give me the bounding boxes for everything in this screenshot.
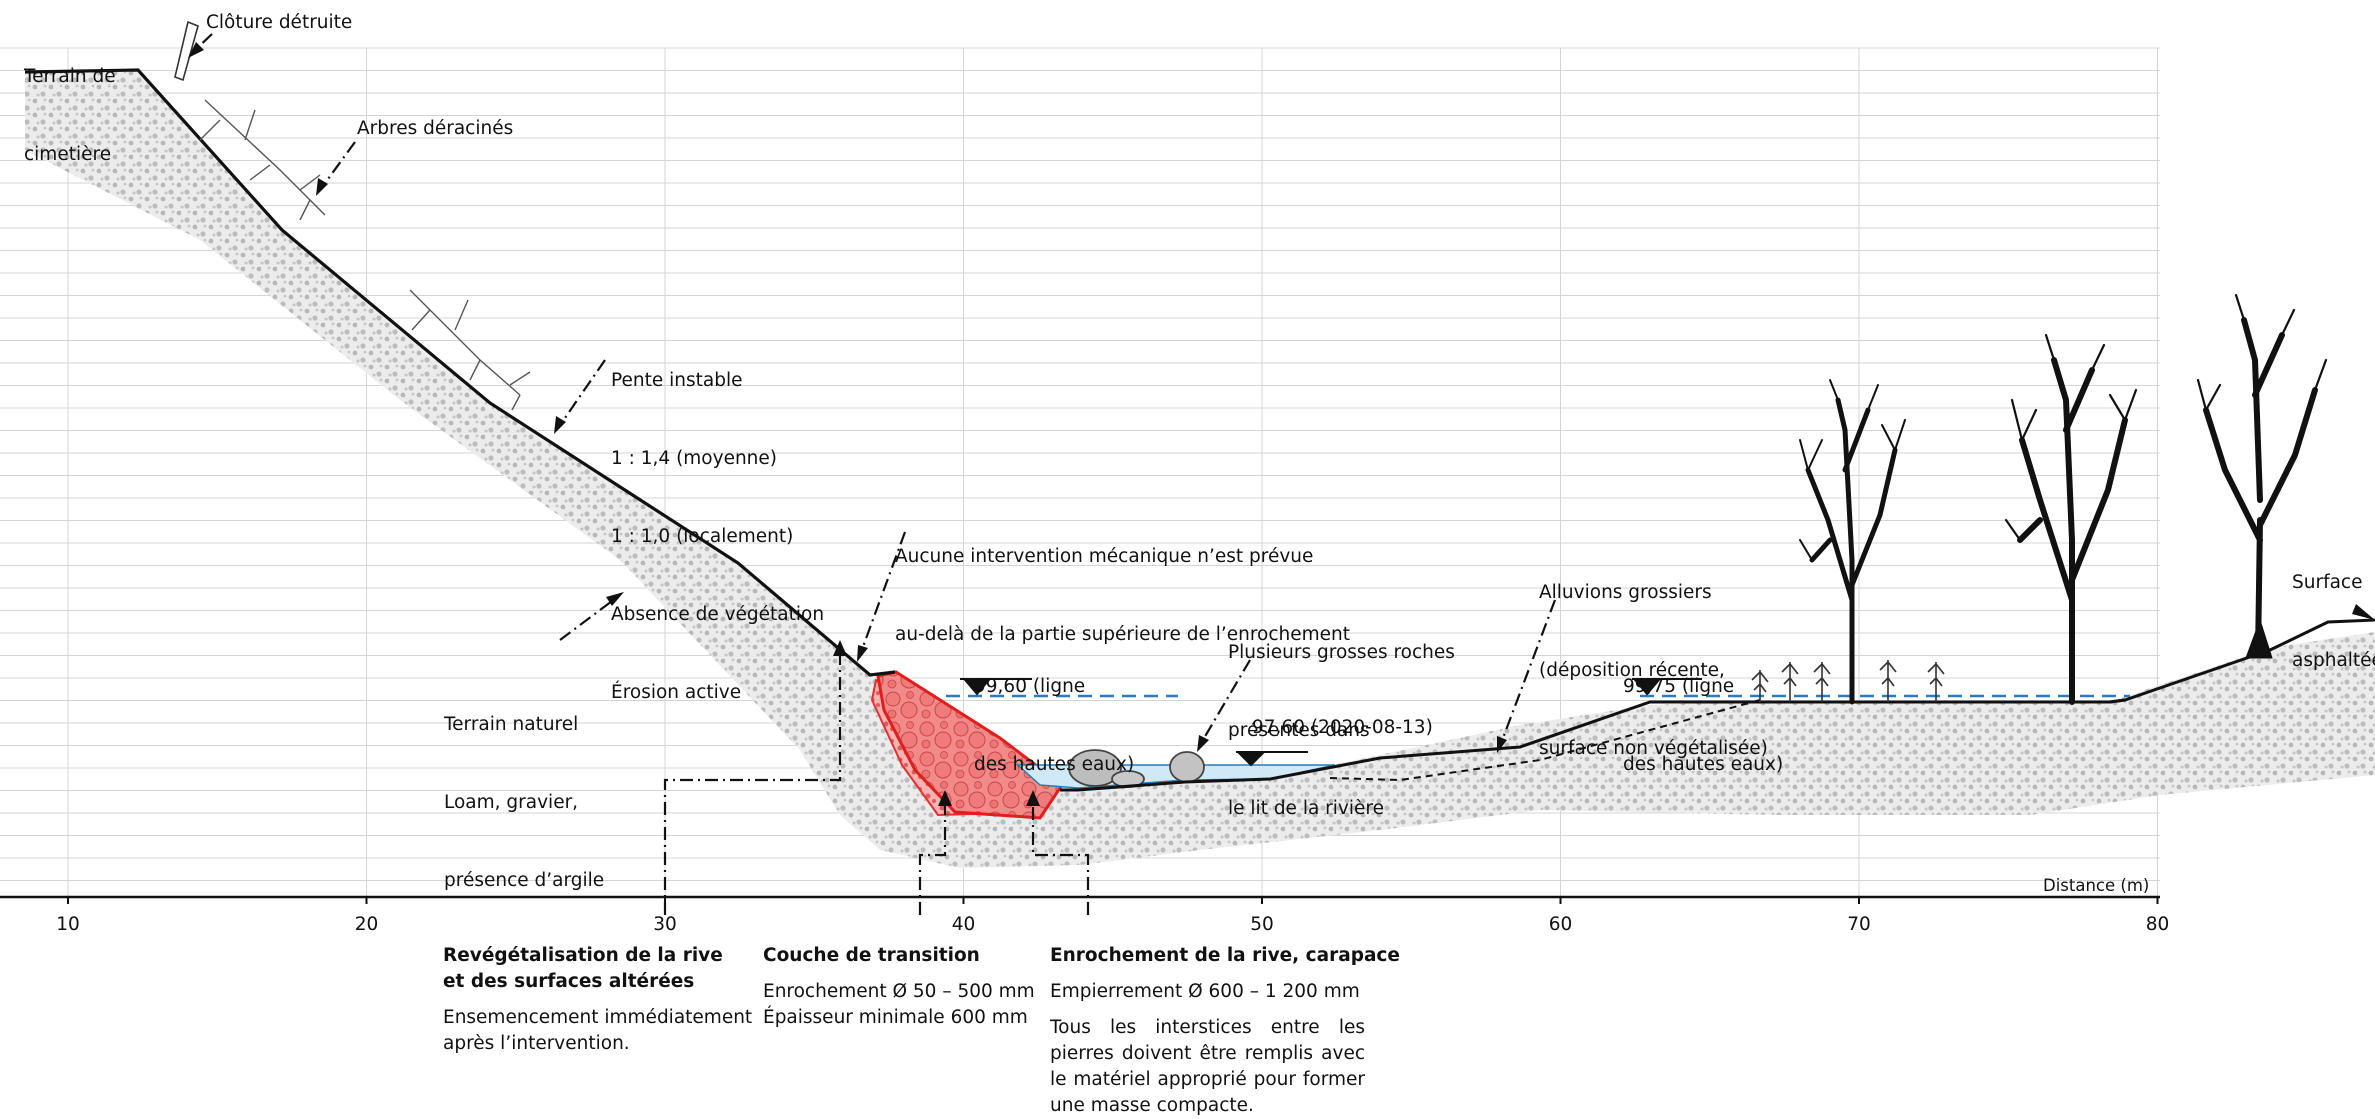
legend-transition: Couche de transition Enrochement Ø 50 – … [763, 943, 1035, 1031]
riverbank-shrubs [1751, 660, 1945, 702]
leader-lines [192, 33, 1557, 915]
label-surface-asphaltee: Surface asphaltée [2292, 518, 2375, 700]
label-line: 1 : 1,4 (moyenne) [611, 448, 778, 469]
legend-body-paragraph: Tous les interstices entre les pierres d… [1050, 1017, 1365, 1116]
label-line: 99,60 (ligne [974, 676, 1086, 697]
label-roches: Plusieurs grosses roches présentes dans … [1228, 588, 1455, 848]
leader-arrowheads [188, 42, 2375, 806]
legend-body-line: Enrochement Ø 50 – 500 mm [763, 981, 1035, 1002]
level-markers [960, 678, 1702, 767]
axis-tick-label: 50 [1250, 914, 1274, 935]
axis-tick-label: 60 [1548, 914, 1573, 935]
label-aucune-intervention: Aucune intervention mécanique n’est prév… [895, 492, 1350, 674]
riverside-trees [1799, 293, 2328, 705]
legend-body-line: après l’intervention. [443, 1033, 630, 1054]
legend-body-line: Empierrement Ø 600 – 1 200 mm [1050, 981, 1360, 1002]
axis-tick-label: 70 [1847, 914, 1871, 935]
label-line: Érosion active [611, 682, 742, 703]
terrain-profile-right [2109, 618, 2375, 704]
legend-spacer [1050, 1005, 1400, 1015]
legend-body-line: Ensemencement immédiatement [443, 1007, 753, 1028]
label-cloture: Clôture détruite [206, 12, 353, 33]
label-niveau-eau: 97,60 (2020-08-13) [1252, 717, 1433, 738]
label-alluvions: Alluvions grossiers (déposition récente,… [1539, 528, 1768, 788]
axis-tick-label: 30 [653, 914, 677, 935]
label-line: (déposition récente, [1539, 660, 1725, 681]
legend-spacer [443, 995, 752, 1005]
label-line: Loam, gravier, [444, 792, 579, 813]
label-line: Aucune intervention mécanique n’est prév… [895, 546, 1314, 567]
label-line: Pente instable [611, 370, 743, 391]
label-line: des hautes eaux) [1623, 754, 1784, 775]
label-line: au-delà de la partie supérieure de l’enr… [895, 624, 1351, 645]
legend-revegetalisation: Revégétalisation de la rive et des surfa… [443, 943, 752, 1057]
label-line: 99,75 (ligne [1623, 676, 1735, 697]
legend-title-line: et des surfaces altérées [443, 971, 695, 992]
label-line: asphaltée [2292, 650, 2375, 671]
label-line: surface non végétalisée) [1539, 738, 1768, 759]
destroyed-fence [174, 20, 199, 82]
label-hautes-eaux-droite: 99,75 (ligne des hautes eaux) [1623, 622, 1783, 804]
label-line: Absence de végétation [611, 604, 825, 625]
label-line: cimetière [24, 144, 112, 165]
label-line: Terrain de [24, 66, 116, 87]
label-hautes-eaux-gauche: 99,60 (ligne des hautes eaux) [974, 622, 1134, 804]
label-arbres: Arbres déracinés [357, 118, 514, 139]
label-line: Terrain naturel [444, 714, 579, 735]
label-line: des hautes eaux) [974, 754, 1135, 775]
legend-spacer [763, 969, 1035, 979]
label-line: présence d’argile [444, 870, 605, 891]
terrain-profile [24, 68, 896, 677]
axis-tick-label: 40 [951, 914, 976, 935]
label-terrain-cimetiere: Terrain de cimetière [24, 12, 116, 194]
label-line: le lit de la rivière [1228, 798, 1384, 819]
axis-tick-label: 80 [2145, 914, 2170, 935]
legend-body-line: Épaisseur minimale 600 mm [763, 1007, 1028, 1028]
label-line: Surface [2292, 572, 2363, 593]
label-pente: Pente instable 1 : 1,4 (moyenne) 1 : 1,0… [611, 316, 824, 732]
riverbed-boulders [1068, 749, 1205, 788]
axis-ticks [67, 897, 2159, 904]
label-line: Alluvions grossiers [1539, 582, 1712, 603]
legend-spacer [1050, 969, 1400, 979]
original-bank-dashed [1329, 699, 1761, 782]
legend-title-line: Revégétalisation de la rive [443, 945, 723, 966]
label-line: Plusieurs grosses roches [1228, 642, 1455, 663]
uprooted-trees [199, 99, 531, 411]
soil-mass [25, 70, 2375, 868]
riprap-armour [876, 670, 1065, 820]
axis-tick-label: 20 [354, 914, 379, 935]
legend-title-line: Enrochement de la rive, carapace [1050, 945, 1400, 966]
label-terrain-naturel: Terrain naturel Loam, gravier, présence … [444, 660, 604, 920]
legend-enrochement: Enrochement de la rive, carapace Empierr… [1050, 943, 1400, 1119]
axis-title: Distance (m) [2043, 876, 2150, 895]
axis-tick-label: 10 [56, 914, 80, 935]
label-line: 1 : 1,0 (localement) [611, 526, 794, 547]
legend-title-line: Couche de transition [763, 945, 980, 966]
label-line: présentes dans [1228, 720, 1370, 741]
riverbed-profile [1060, 698, 2126, 792]
